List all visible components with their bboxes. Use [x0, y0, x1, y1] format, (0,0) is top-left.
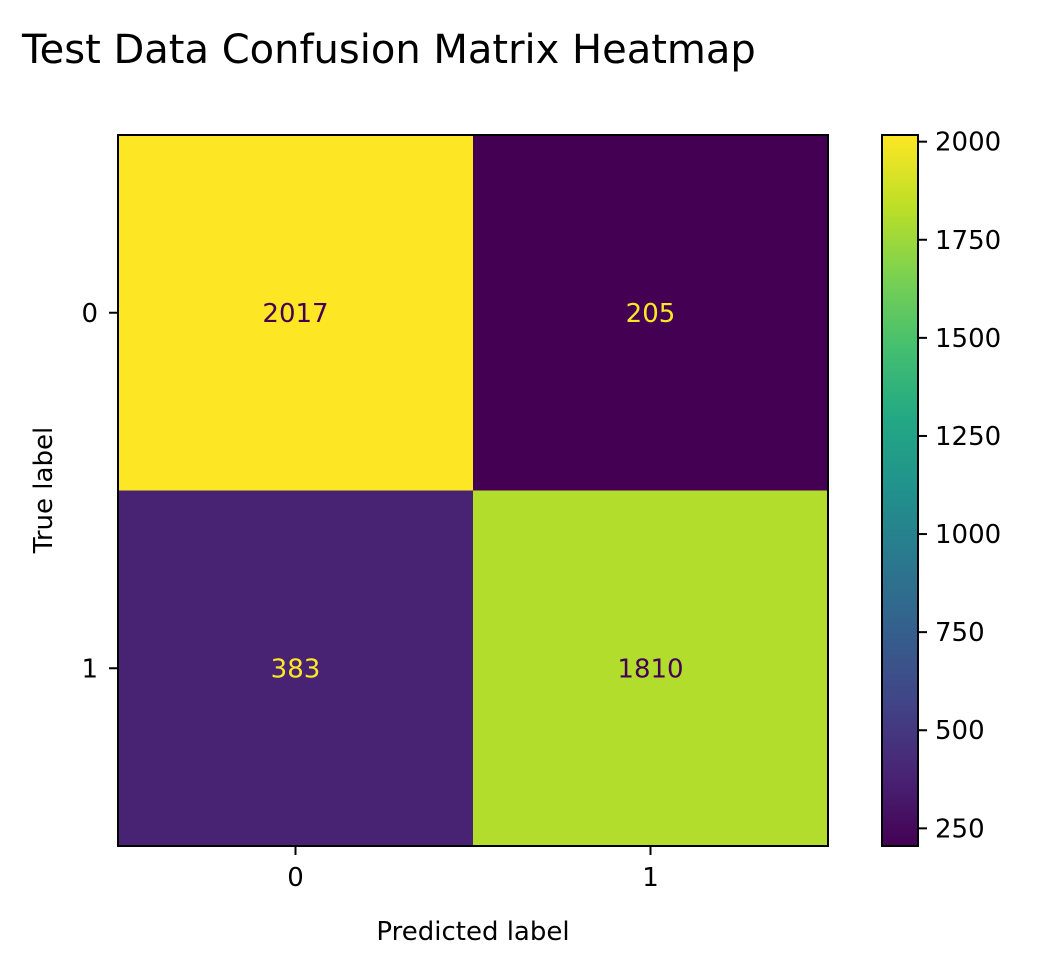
cell-value-label-1-1: 1810	[617, 654, 683, 684]
x-axis-label: Predicted label	[376, 917, 569, 947]
y-axis-label: True label	[29, 427, 59, 554]
colorbar-tick-label: 1250	[935, 422, 1001, 452]
colorbar-ticks: 250 500 750 1000 1250 1500 1750 2000	[918, 128, 1001, 844]
heatmap-cell-0-0	[118, 135, 474, 491]
x-tick-label: 0	[287, 863, 304, 893]
heatmap-cell-1-0	[118, 490, 474, 847]
cell-value-label-0-1: 205	[626, 299, 676, 329]
heatmap-cells	[118, 135, 829, 847]
chart-title: Test Data Confusion Matrix Heatmap	[21, 27, 756, 73]
colorbar-tick-label: 750	[935, 618, 985, 648]
colorbar-tick-label: 1750	[935, 226, 1001, 256]
colorbar-tick-label: 2000	[935, 128, 1001, 158]
heatmap-cell-labels: 2017 205 383 1810	[262, 299, 683, 685]
colorbar-tick-label: 500	[935, 716, 985, 746]
heatmap-cell-1-1	[473, 490, 829, 847]
colorbar-tick-label: 250	[935, 814, 985, 844]
plot-frame	[117, 134, 829, 847]
y-tick-label: 0	[81, 299, 98, 329]
colorbar-tick-label: 1500	[935, 324, 1001, 354]
cell-value-label-0-0: 2017	[262, 299, 328, 329]
y-axis-ticks: 01	[81, 299, 118, 684]
cell-value-label-1-0: 383	[271, 654, 321, 684]
colorbar-tick-label: 1000	[935, 520, 1001, 550]
heatmap-cell-0-1	[473, 135, 829, 491]
colorbar	[881, 134, 919, 847]
y-tick-label: 1	[81, 654, 98, 684]
x-tick-label: 1	[642, 863, 659, 893]
